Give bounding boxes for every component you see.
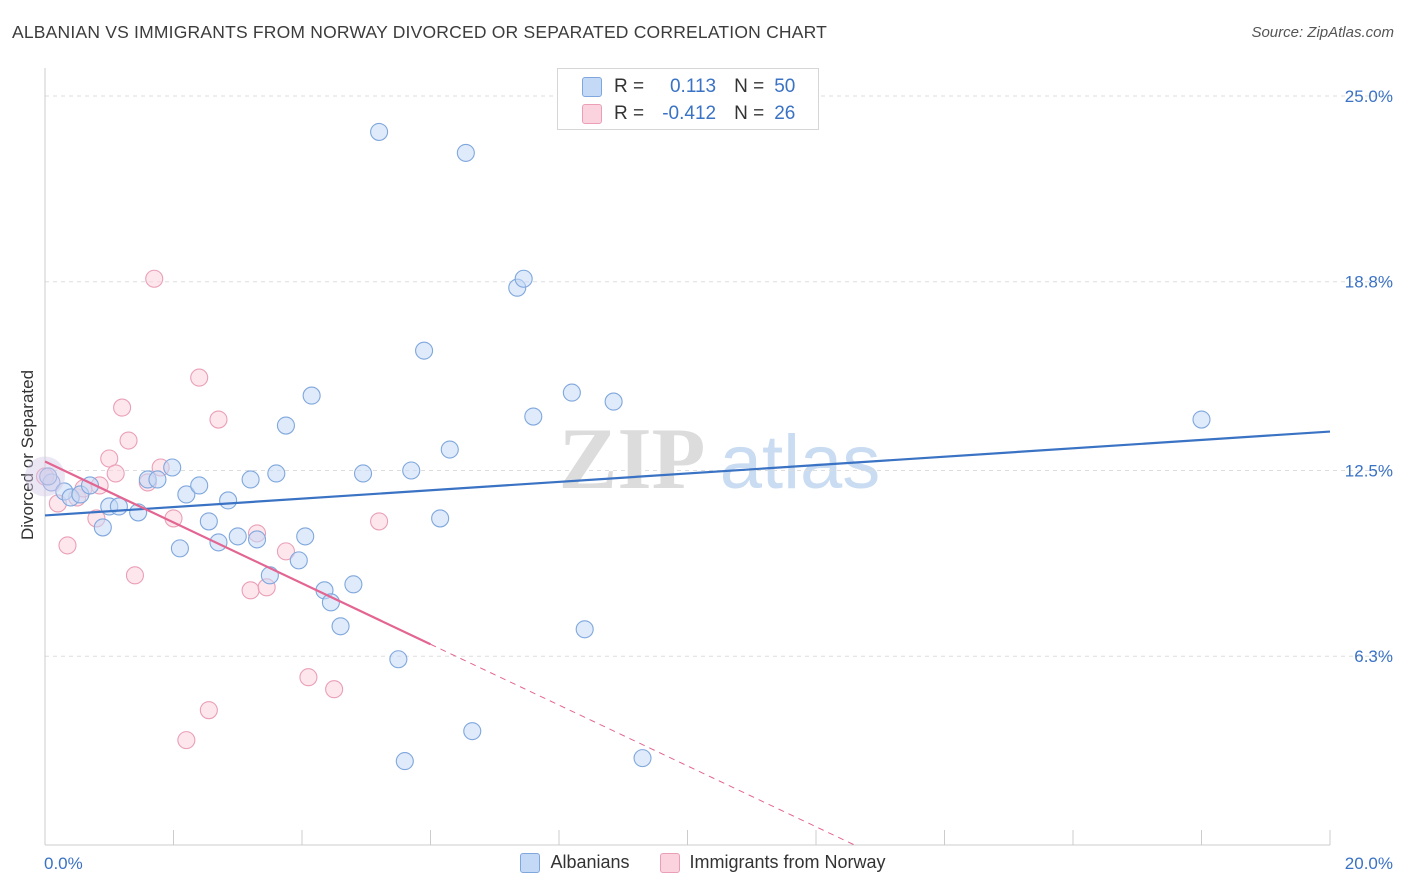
bottom-legend: Albanians Immigrants from Norway bbox=[0, 852, 1406, 873]
albanian-point bbox=[415, 341, 434, 360]
albanian-point bbox=[260, 566, 279, 585]
albanian-point bbox=[241, 470, 260, 489]
norway-trendline-extension bbox=[430, 643, 855, 846]
norway-point bbox=[199, 701, 218, 720]
legend-item-albanians[interactable]: Albanians bbox=[520, 852, 630, 873]
norway-point bbox=[209, 410, 228, 429]
norway-point bbox=[145, 269, 164, 288]
albanian-point bbox=[331, 617, 350, 636]
albanian-point bbox=[353, 464, 373, 483]
y-tick-label: 6.3% bbox=[1354, 647, 1393, 666]
albanian-point bbox=[148, 470, 167, 489]
albanian-point bbox=[1192, 410, 1211, 429]
norway-r-value: -0.412 bbox=[662, 103, 717, 124]
albanian-point bbox=[431, 509, 450, 528]
legend-item-norway[interactable]: Immigrants from Norway bbox=[659, 852, 886, 873]
norway-swatch bbox=[582, 104, 602, 124]
albanian-point bbox=[289, 551, 308, 570]
albanian-point bbox=[93, 518, 112, 537]
norway-point bbox=[177, 731, 196, 750]
albanian-point bbox=[389, 650, 408, 669]
r-label: R = bbox=[614, 76, 645, 97]
albanian-point bbox=[456, 143, 475, 162]
albanian-swatch bbox=[582, 77, 602, 97]
albanian-point bbox=[228, 527, 247, 546]
source-label: Source: ZipAtlas.com bbox=[1251, 24, 1394, 41]
chart-title: ALBANIAN VS IMMIGRANTS FROM NORWAY DIVOR… bbox=[12, 22, 828, 42]
norway-point bbox=[276, 542, 295, 561]
albanian-point bbox=[402, 461, 421, 480]
norway-point bbox=[190, 368, 209, 387]
albanian-point bbox=[633, 749, 652, 768]
albanian-point bbox=[370, 122, 389, 141]
stats-row-albanian: R = 0.113 N = 50 bbox=[582, 74, 795, 100]
albanian-point bbox=[199, 512, 218, 531]
albanian-point bbox=[440, 440, 459, 459]
norway-point bbox=[100, 449, 119, 468]
norway-trendline bbox=[44, 460, 431, 646]
norway-legend-swatch bbox=[659, 852, 680, 873]
norway-point bbox=[58, 536, 77, 555]
albanian-trendline bbox=[44, 430, 1331, 517]
albanian-point bbox=[562, 383, 581, 402]
norway-point bbox=[125, 566, 144, 585]
albanian-point bbox=[219, 491, 238, 510]
albanian-point bbox=[267, 464, 286, 483]
albanian-point bbox=[395, 752, 414, 771]
norway-point bbox=[119, 431, 138, 450]
y-tick-label: 12.5% bbox=[1345, 461, 1393, 480]
albanian-n-value: 50 bbox=[774, 76, 796, 97]
albanian-point bbox=[514, 269, 533, 288]
legend-label-norway: Immigrants from Norway bbox=[689, 852, 886, 872]
y-tick-label: 18.8% bbox=[1345, 273, 1393, 292]
albanian-point bbox=[296, 527, 315, 546]
stats-row-norway: R = -0.412 N = 26 bbox=[582, 101, 795, 127]
albanian-point bbox=[463, 722, 482, 741]
norway-point bbox=[113, 398, 132, 417]
stats-legend: R = 0.113 N = 50 R = -0.412 N = 26 bbox=[557, 68, 819, 130]
albanian-point bbox=[575, 620, 594, 639]
albanian-point bbox=[247, 530, 267, 549]
norway-point bbox=[106, 464, 125, 483]
norway-point bbox=[299, 668, 318, 687]
albanian-point bbox=[604, 392, 623, 411]
albanian-point bbox=[209, 533, 228, 552]
y-tick-label: 25.0% bbox=[1345, 87, 1393, 106]
albanian-point bbox=[163, 458, 182, 477]
n-label: N = bbox=[734, 76, 765, 97]
albanian-point bbox=[190, 476, 209, 495]
legend-label-albanians: Albanians bbox=[550, 852, 630, 872]
albanian-point bbox=[344, 575, 363, 594]
norway-point bbox=[370, 512, 389, 531]
albanian-point bbox=[170, 539, 189, 558]
watermark-zip: ZIP bbox=[559, 411, 706, 508]
albanian-point bbox=[302, 386, 321, 405]
albanian-point bbox=[524, 407, 543, 426]
x-tick-label-max: 20.0% bbox=[1345, 854, 1393, 873]
albanian-r-value: 0.113 bbox=[669, 76, 717, 97]
albanians-swatch bbox=[520, 852, 541, 873]
n-label: N = bbox=[734, 103, 765, 124]
r-label: R = bbox=[614, 103, 645, 124]
x-tick-label-min: 0.0% bbox=[44, 854, 83, 873]
albanian-point bbox=[276, 416, 295, 435]
norway-point bbox=[325, 680, 344, 699]
albanian-point bbox=[177, 485, 196, 504]
albanian-point bbox=[39, 467, 58, 486]
norway-point bbox=[241, 581, 260, 600]
norway-n-value: 26 bbox=[774, 103, 796, 124]
